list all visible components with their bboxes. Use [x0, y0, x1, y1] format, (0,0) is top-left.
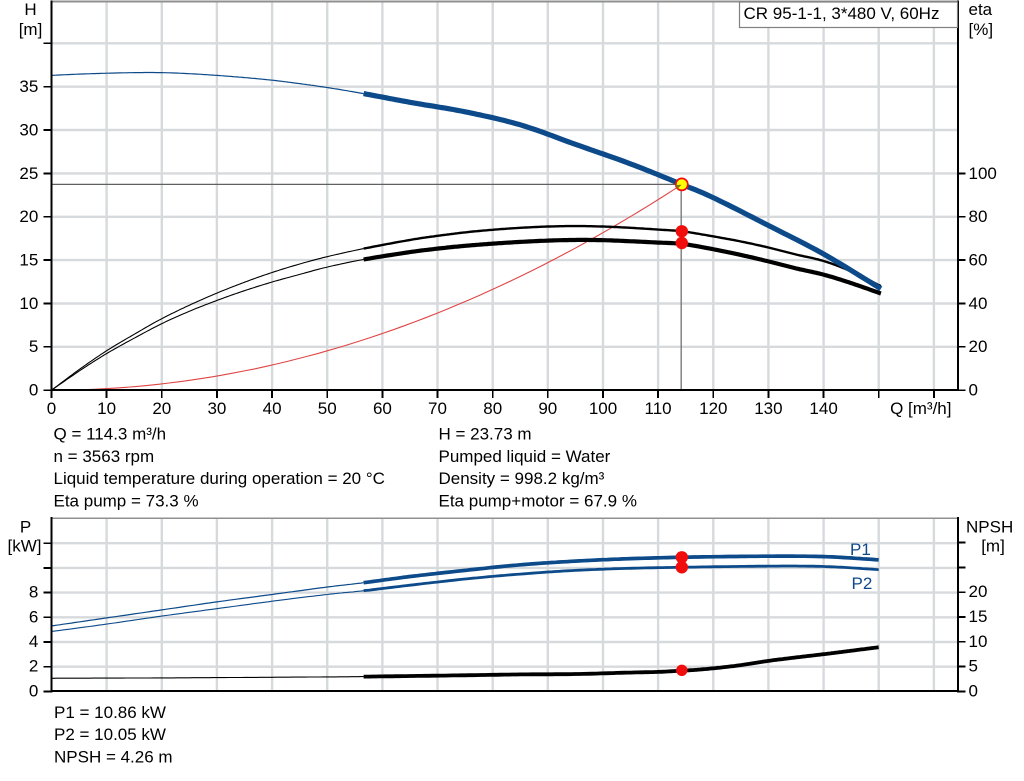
svg-text:25: 25 [19, 164, 38, 183]
svg-text:0: 0 [29, 381, 38, 400]
svg-text:40: 40 [969, 294, 988, 313]
svg-text:Pumped liquid = Water: Pumped liquid = Water [439, 447, 611, 466]
svg-text:130: 130 [754, 399, 782, 418]
svg-text:H = 23.73 m: H = 23.73 m [439, 425, 532, 444]
svg-text:H: H [24, 0, 36, 19]
svg-text:CR 95-1-1, 3*480 V, 60Hz: CR 95-1-1, 3*480 V, 60Hz [744, 4, 940, 23]
svg-text:Liquid temperature during oper: Liquid temperature during operation = 20… [54, 469, 385, 488]
svg-text:5: 5 [969, 657, 978, 676]
svg-text:NPSH: NPSH [966, 518, 1013, 537]
svg-text:10: 10 [969, 632, 988, 651]
svg-text:0: 0 [969, 381, 978, 400]
svg-text:P2 = 10.05 kW: P2 = 10.05 kW [54, 725, 166, 744]
svg-text:60: 60 [373, 399, 392, 418]
svg-text:35: 35 [19, 77, 38, 96]
svg-text:10: 10 [19, 294, 38, 313]
svg-text:20: 20 [152, 399, 171, 418]
svg-text:20: 20 [19, 207, 38, 226]
svg-text:2: 2 [29, 657, 38, 676]
svg-text:140: 140 [809, 399, 837, 418]
svg-text:eta: eta [969, 0, 993, 19]
svg-text:50: 50 [318, 399, 337, 418]
svg-text:80: 80 [483, 399, 502, 418]
svg-text:P1 = 10.86 kW: P1 = 10.86 kW [54, 703, 166, 722]
svg-text:30: 30 [207, 399, 226, 418]
svg-text:15: 15 [19, 251, 38, 270]
svg-text:30: 30 [19, 120, 38, 139]
svg-text:60: 60 [969, 251, 988, 270]
svg-text:[m]: [m] [19, 20, 43, 39]
svg-text:[m]: [m] [981, 537, 1005, 556]
svg-text:6: 6 [29, 607, 38, 626]
svg-text:0: 0 [29, 681, 38, 700]
svg-text:40: 40 [263, 399, 282, 418]
svg-text:20: 20 [969, 337, 988, 356]
svg-text:100: 100 [969, 164, 997, 183]
svg-text:100: 100 [589, 399, 617, 418]
svg-text:P1: P1 [850, 540, 871, 559]
svg-text:110: 110 [645, 399, 672, 418]
svg-text:[%]: [%] [969, 20, 994, 39]
svg-text:Q [m³/h]: Q [m³/h] [890, 399, 951, 418]
svg-text:0: 0 [969, 681, 978, 700]
svg-text:15: 15 [969, 607, 988, 626]
svg-text:P: P [20, 518, 31, 537]
svg-text:NPSH = 4.26 m: NPSH = 4.26 m [54, 748, 173, 767]
svg-text:20: 20 [969, 582, 988, 601]
svg-text:10: 10 [97, 399, 116, 418]
svg-text:Eta pump+motor = 67.9 %: Eta pump+motor = 67.9 % [439, 492, 637, 511]
svg-text:Eta pump = 73.3 %: Eta pump = 73.3 % [54, 492, 199, 511]
svg-text:4: 4 [29, 632, 38, 651]
svg-text:80: 80 [969, 207, 988, 226]
svg-text:0: 0 [47, 399, 56, 418]
svg-text:90: 90 [538, 399, 557, 418]
svg-text:5: 5 [29, 337, 38, 356]
svg-text:Q = 114.3 m³/h: Q = 114.3 m³/h [54, 425, 167, 444]
svg-text:70: 70 [428, 399, 447, 418]
svg-text:8: 8 [29, 583, 38, 602]
svg-text:n = 3563 rpm: n = 3563 rpm [54, 447, 155, 466]
svg-text:P2: P2 [852, 574, 873, 593]
svg-text:120: 120 [699, 399, 727, 418]
svg-text:Density = 998.2 kg/m³: Density = 998.2 kg/m³ [439, 469, 605, 488]
svg-text:[kW]: [kW] [8, 537, 42, 556]
